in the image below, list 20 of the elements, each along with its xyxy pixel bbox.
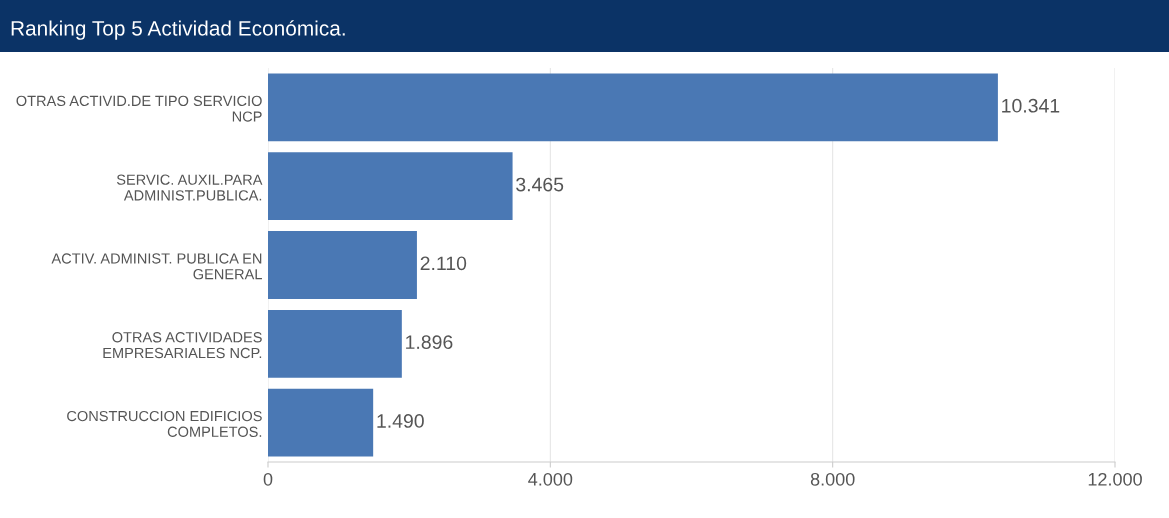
y-tick-label: CONSTRUCCION EDIFICIOS COMPLETOS. xyxy=(67,410,262,437)
bar xyxy=(268,152,513,221)
bar xyxy=(268,388,374,457)
y-tick-label: SERVIC. AUXIL.PARA ADMINIST.PUBLICA. xyxy=(116,174,263,201)
x-tick-label: 12.000 xyxy=(1088,472,1142,486)
bar xyxy=(268,73,998,142)
y-tick-label: OTRAS ACTIVID.DE TIPO SERVICIO NCP xyxy=(16,95,262,122)
y-tick-label: ACTIV. ADMINIST. PUBLICA EN GENERAL xyxy=(51,253,262,280)
data-label: 1.896 xyxy=(406,335,453,350)
y-tick-label: OTRAS ACTIVIDADES EMPRESARIALES NCP. xyxy=(103,332,262,359)
data-label: 3.465 xyxy=(516,177,564,192)
x-tick-label: 0 xyxy=(263,472,273,486)
bar xyxy=(268,309,402,378)
bar xyxy=(268,231,417,299)
data-label: 1.490 xyxy=(377,414,424,428)
data-label: 2.110 xyxy=(420,256,467,271)
data-label: 10.341 xyxy=(1002,98,1060,113)
chart-title: Ranking Top 5 Actividad Económica. xyxy=(11,20,345,40)
x-tick-label: 8.000 xyxy=(810,472,855,486)
x-tick-label: 4.000 xyxy=(528,472,573,486)
